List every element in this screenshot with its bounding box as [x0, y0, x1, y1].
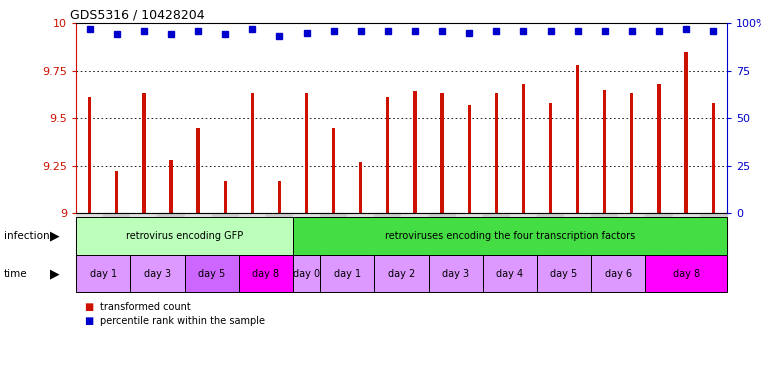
Bar	[170, 160, 173, 213]
Bar	[347, 213, 374, 280]
Text: transformed count: transformed count	[100, 302, 191, 312]
Bar	[278, 181, 281, 213]
Text: day 5: day 5	[198, 268, 225, 279]
Bar	[495, 93, 498, 213]
Bar	[76, 213, 103, 280]
Text: ■: ■	[84, 302, 93, 312]
Bar	[467, 105, 471, 213]
Bar	[239, 213, 266, 280]
Bar	[456, 213, 482, 280]
Bar	[591, 213, 618, 280]
Bar	[320, 213, 347, 280]
Bar	[684, 51, 688, 213]
Bar	[482, 213, 510, 280]
Bar	[549, 103, 552, 213]
Text: retroviruses encoding the four transcription factors: retroviruses encoding the four transcrip…	[385, 231, 635, 241]
Bar	[428, 213, 456, 280]
Bar	[658, 84, 661, 213]
Bar	[224, 181, 227, 213]
Bar	[402, 213, 428, 280]
Bar	[413, 91, 416, 213]
Bar	[564, 213, 591, 280]
Bar	[510, 213, 537, 280]
Bar	[537, 213, 564, 280]
Text: day 2: day 2	[388, 268, 415, 279]
Text: infection: infection	[4, 231, 49, 241]
Text: day 4: day 4	[496, 268, 524, 279]
Bar	[103, 213, 130, 280]
Bar	[522, 84, 525, 213]
Text: GDS5316 / 10428204: GDS5316 / 10428204	[69, 9, 204, 22]
Bar	[142, 93, 145, 213]
Bar	[712, 103, 715, 213]
Bar	[266, 213, 293, 280]
Bar	[576, 65, 579, 213]
Text: day 1: day 1	[90, 268, 116, 279]
Bar	[387, 97, 390, 213]
Text: retrovirus encoding GFP: retrovirus encoding GFP	[126, 231, 244, 241]
Bar	[115, 171, 119, 213]
Text: day 8: day 8	[673, 268, 699, 279]
Bar	[699, 213, 727, 280]
Bar	[305, 93, 308, 213]
Text: ■: ■	[84, 316, 93, 326]
Bar	[212, 213, 239, 280]
Bar	[158, 213, 184, 280]
Bar	[88, 97, 91, 213]
Text: day 3: day 3	[144, 268, 171, 279]
Text: time: time	[4, 268, 27, 279]
Bar	[196, 127, 199, 213]
Bar	[250, 93, 254, 213]
Text: day 5: day 5	[550, 268, 578, 279]
Bar	[332, 127, 336, 213]
Text: day 0: day 0	[293, 268, 320, 279]
Bar	[185, 213, 212, 280]
Bar	[630, 93, 633, 213]
Bar	[130, 213, 158, 280]
Bar	[618, 213, 645, 280]
Text: ▶: ▶	[50, 230, 59, 243]
Bar	[293, 213, 320, 280]
Text: percentile rank within the sample: percentile rank within the sample	[100, 316, 266, 326]
Bar	[359, 162, 362, 213]
Bar	[441, 93, 444, 213]
Bar	[374, 213, 402, 280]
Bar	[673, 213, 699, 280]
Text: ▶: ▶	[50, 267, 59, 280]
Text: day 8: day 8	[253, 268, 279, 279]
Bar	[603, 89, 607, 213]
Bar	[645, 213, 673, 280]
Text: day 1: day 1	[333, 268, 361, 279]
Text: day 6: day 6	[605, 268, 632, 279]
Text: day 3: day 3	[442, 268, 470, 279]
